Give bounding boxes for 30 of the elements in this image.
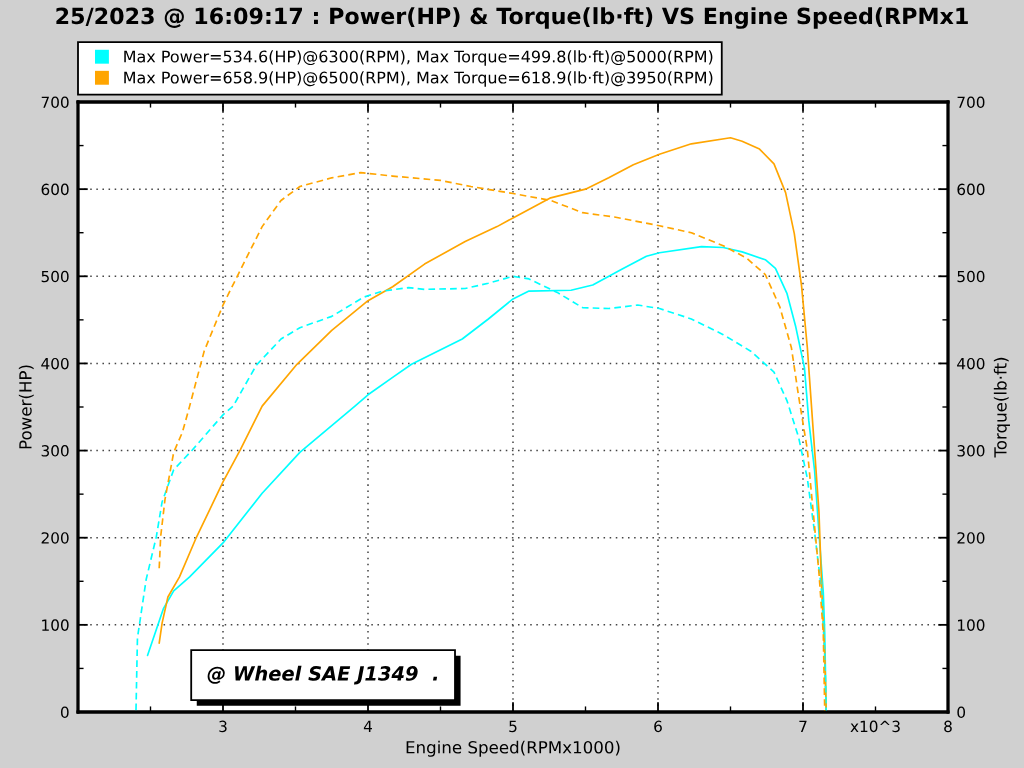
legend-label: Max Power=658.9(HP)@6500(RPM), Max Torque=618.9(lb·ft)@3950(RPM)	[124, 71, 713, 87]
x-tick-label: 3	[219, 720, 227, 733]
y2-tick-label: 0	[957, 706, 966, 719]
x-tick-label: 6	[654, 720, 662, 733]
text: x10^3	[850, 720, 900, 733]
y-tick-label: 600	[41, 183, 69, 196]
x-tick-label: 4	[363, 720, 372, 732]
x-tick-label: 7	[799, 720, 807, 732]
chart-title: 25/2023 @ 16:09:17 : Power(HP) & Torque(lb·ft) VS Engine Speed(RPMx1	[56, 7, 968, 29]
y2-tick-label: 100	[958, 619, 985, 631]
y-axis-title: Power(HP)	[18, 365, 34, 449]
y2-tick-label: 500	[957, 270, 985, 283]
y-tick-label: 300	[41, 445, 69, 457]
y-tick-label: 400	[41, 357, 69, 370]
y2-tick-label: 200	[957, 532, 985, 544]
y-tick-label: 200	[41, 532, 69, 544]
y-tick-label: 700	[41, 96, 69, 109]
y-tick-label: 500	[41, 270, 69, 283]
annotation: @ Wheel SAE J1349 .	[207, 665, 438, 685]
y2-tick-label: 700	[957, 96, 985, 109]
x-tick-label: 5	[509, 720, 517, 733]
x-axis-title: Engine Speed(RPMx1000)	[406, 740, 620, 757]
x-tick-label: 8	[944, 720, 952, 733]
y2-tick-label: 300	[957, 445, 985, 457]
y-tick-label: 0	[60, 706, 69, 719]
y-tick-label: 100	[42, 619, 69, 631]
y2-tick-label: 600	[957, 183, 985, 196]
y2-axis-title: Torque(lb·ft)	[993, 357, 1010, 458]
legend-label: Max Power=534.6(HP)@6300(RPM), Max Torque=499.8(lb·ft)@5000(RPM)	[124, 50, 713, 66]
y2-tick-label: 400	[957, 357, 985, 370]
